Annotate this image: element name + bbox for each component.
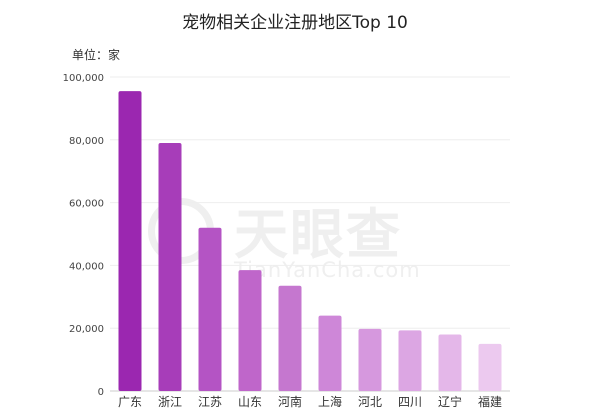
x-tick-label: 河北 bbox=[358, 395, 382, 409]
y-tick-label: 40,000 bbox=[69, 261, 104, 272]
bar-7 bbox=[358, 328, 382, 391]
x-tick-label: 浙江 bbox=[158, 395, 182, 409]
bar-2 bbox=[158, 142, 182, 391]
bar-10 bbox=[478, 343, 502, 391]
bar-4 bbox=[238, 270, 262, 391]
x-tick-label: 上海 bbox=[318, 394, 342, 409]
x-tick-label: 广东 bbox=[118, 395, 142, 409]
unit-label: 单位：家 bbox=[72, 48, 121, 62]
y-tick-label: 20,000 bbox=[69, 324, 104, 335]
chart-title: 宠物相关企业注册地区Top 10 bbox=[182, 13, 408, 33]
bar-5 bbox=[278, 285, 302, 391]
x-tick-label: 福建 bbox=[478, 394, 502, 409]
y-tick-label: 100,000 bbox=[63, 73, 104, 84]
x-tick-label: 辽宁 bbox=[438, 394, 462, 409]
bar-9 bbox=[438, 334, 462, 391]
x-tick-label: 江苏 bbox=[198, 395, 222, 409]
x-tick-label: 山东 bbox=[238, 395, 262, 409]
x-tick-label: 四川 bbox=[398, 395, 422, 409]
y-tick-label: 80,000 bbox=[69, 136, 104, 147]
bar-1 bbox=[118, 91, 142, 391]
y-tick-label: 0 bbox=[98, 387, 104, 398]
bar-6 bbox=[318, 315, 342, 391]
bar-8 bbox=[398, 330, 422, 391]
bar-3 bbox=[198, 227, 222, 391]
x-tick-label: 河南 bbox=[278, 394, 302, 409]
y-tick-label: 60,000 bbox=[69, 199, 104, 210]
